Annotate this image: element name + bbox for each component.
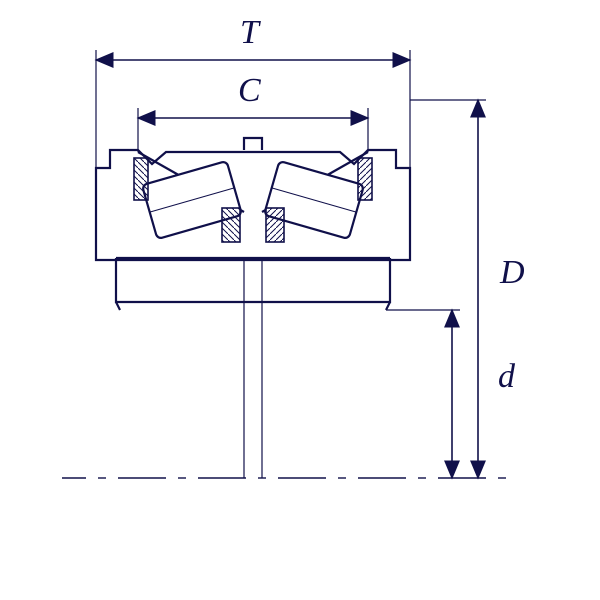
bearing-diagram (0, 0, 600, 600)
label-T: T (240, 14, 259, 52)
label-D: D (500, 254, 525, 292)
label-d: d (498, 358, 515, 396)
label-C: C (238, 72, 261, 110)
diagram-stage: T C D d (0, 0, 600, 600)
shaft-extension-lines (244, 260, 262, 478)
inner-race (116, 258, 390, 310)
